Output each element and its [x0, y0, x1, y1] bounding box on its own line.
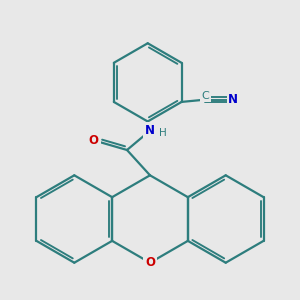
Text: C: C	[202, 91, 209, 101]
Text: O: O	[145, 256, 155, 269]
Text: N: N	[145, 124, 155, 137]
Text: N: N	[228, 93, 238, 106]
Text: H: H	[159, 128, 167, 137]
Text: O: O	[89, 134, 99, 147]
